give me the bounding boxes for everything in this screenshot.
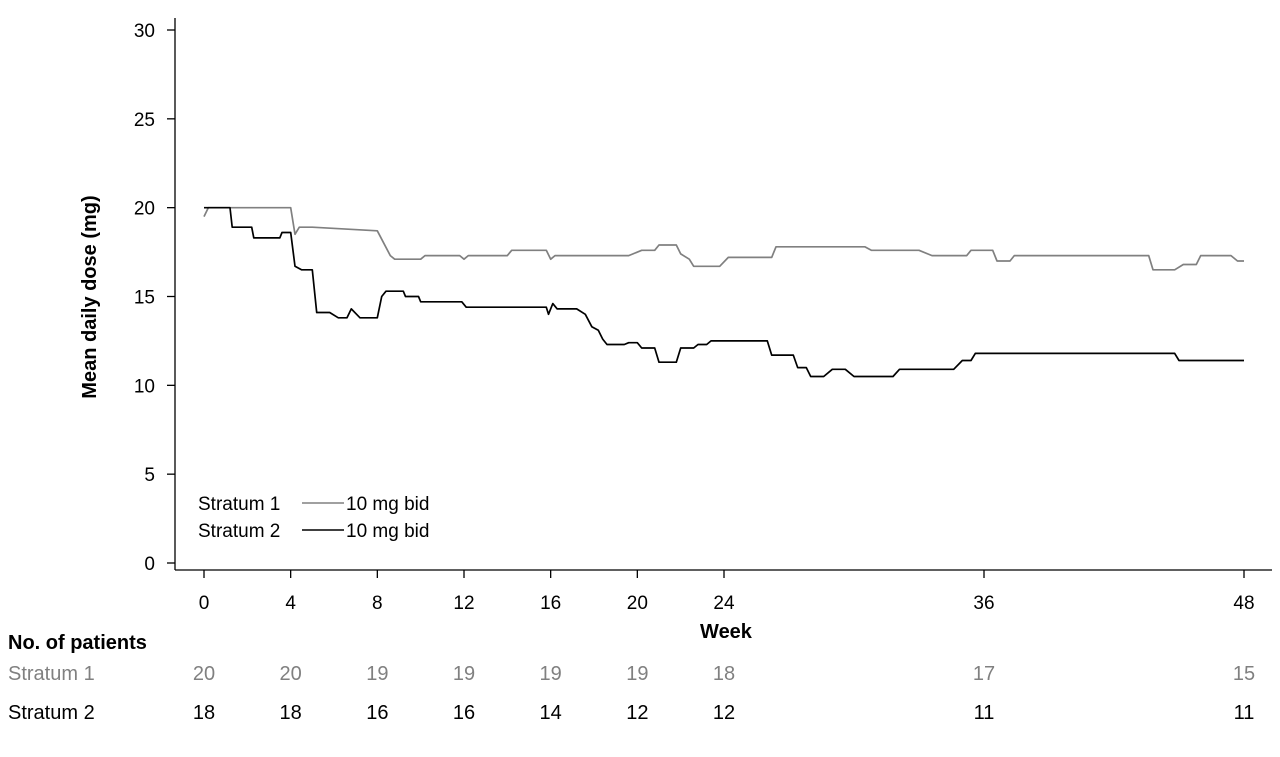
legend-stratum-1-label: 10 mg bid: [346, 494, 429, 515]
y-tick-label: 25: [134, 110, 155, 131]
risk-value-stratum-1: 19: [366, 663, 388, 685]
risk-row-label-stratum-2: Stratum 2: [8, 702, 95, 724]
risk-value-stratum-2: 12: [626, 702, 648, 724]
x-tick-label: 20: [627, 593, 648, 614]
risk-value-stratum-2: 16: [366, 702, 388, 724]
x-tick-label: 4: [285, 593, 296, 614]
risk-value-stratum-2: 11: [974, 702, 995, 724]
legend: Stratum 1 10 mg bid Stratum 2 10 mg bid: [198, 494, 429, 542]
risk-value-stratum-1: 20: [193, 663, 215, 685]
patients-at-risk-table: No. of patients Stratum 1 Stratum 2 20 20…: [8, 632, 1255, 724]
x-tick-label: 0: [199, 593, 210, 614]
risk-value-stratum-2: 14: [540, 702, 562, 724]
risk-value-stratum-1: 20: [280, 663, 302, 685]
risk-value-stratum-1: 19: [626, 663, 648, 685]
x-tick-label: 36: [973, 593, 994, 614]
legend-stratum-2-label: 10 mg bid: [346, 521, 429, 542]
x-axis-ticks: 0 4 8 12 16 20 24 36 48: [199, 570, 1255, 614]
y-tick-label: 10: [134, 376, 155, 397]
x-tick-label: 24: [713, 593, 735, 614]
series-line-stratum-2: [204, 206, 1244, 378]
risk-value-stratum-1: 19: [453, 663, 475, 685]
y-tick-label: 20: [134, 199, 155, 220]
series-lines: [203, 206, 1244, 378]
risk-value-stratum-2: 12: [713, 702, 735, 724]
risk-value-stratum-1: 15: [1233, 663, 1255, 685]
risk-value-stratum-2: 18: [280, 702, 302, 724]
x-tick-label: 12: [453, 593, 474, 614]
x-tick-label: 8: [372, 593, 383, 614]
risk-table-header: No. of patients: [8, 632, 147, 654]
y-tick-label: 0: [144, 554, 155, 575]
axes: [174, 18, 1272, 571]
risk-table-values: 20 20 19 19 19 19 18 17 15 18 18 16 16 14 12 12 11 11: [193, 663, 1255, 724]
series-line-stratum-1: [203, 206, 1244, 271]
y-axis-ticks: 0 5 10 15 20 25 30: [134, 21, 175, 575]
y-tick-label: 30: [134, 21, 155, 42]
risk-value-stratum-1: 18: [713, 663, 735, 685]
x-axis-label: Week: [700, 621, 753, 643]
risk-row-label-stratum-1: Stratum 1: [8, 663, 95, 685]
x-tick-label: 16: [540, 593, 561, 614]
risk-value-stratum-1: 19: [540, 663, 562, 685]
risk-value-stratum-2: 16: [453, 702, 475, 724]
risk-value-stratum-1: 17: [973, 663, 995, 685]
legend-stratum-1-name: Stratum 1: [198, 494, 280, 515]
y-axis-label: Mean daily dose (mg): [79, 195, 101, 398]
risk-value-stratum-2: 11: [1234, 702, 1255, 724]
x-tick-label: 48: [1233, 593, 1254, 614]
legend-stratum-2-name: Stratum 2: [198, 521, 280, 542]
risk-value-stratum-2: 18: [193, 702, 215, 724]
y-tick-label: 5: [144, 465, 155, 486]
y-tick-label: 15: [134, 288, 155, 309]
